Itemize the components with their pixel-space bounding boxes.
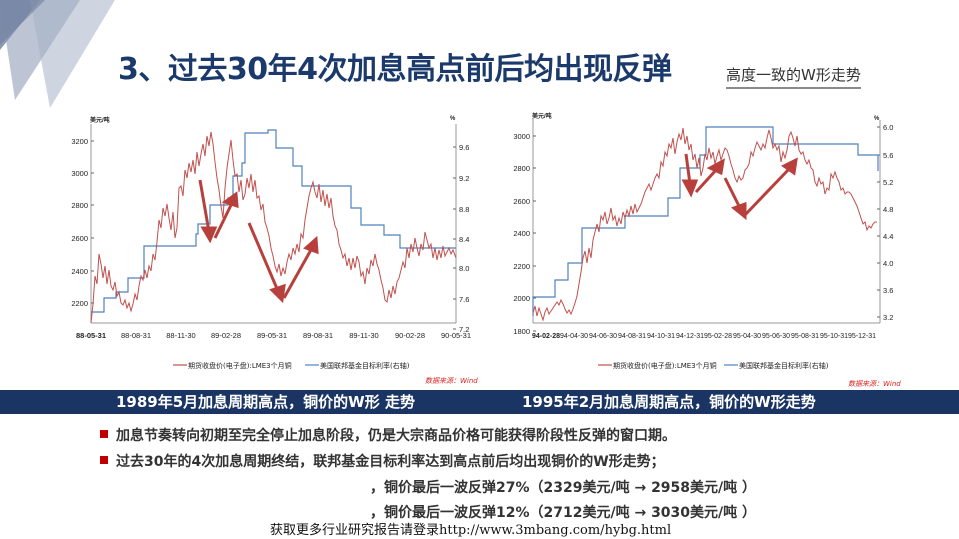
footer-link-text: 获取更多行业研究报告请登录http://www.3mbang.com/hybg.… bbox=[270, 523, 672, 538]
svg-text:95-08-31: 95-08-31 bbox=[791, 333, 819, 340]
svg-text:94-06-30: 94-06-30 bbox=[589, 333, 617, 340]
svg-text:94-10-31: 94-10-31 bbox=[647, 333, 675, 340]
right-axis-unit: % bbox=[450, 116, 456, 122]
svg-text:2600: 2600 bbox=[513, 197, 530, 206]
bullet-item: 过去30年的4次加息周期终结，联邦基金目标利率达到高点前后均出现铜价的W形走势； bbox=[100, 451, 665, 471]
svg-text:4.4: 4.4 bbox=[883, 232, 893, 241]
legend-copper: 期货收盘价(电子盘):LME3个月铜 bbox=[188, 361, 292, 370]
bullet-item: 加息节奏转向初期至完全停止加息阶段，仍是大宗商品价格可能获得阶段性反弹的窗口期。 bbox=[100, 425, 676, 445]
data-source: 数据来源：Wind bbox=[425, 377, 478, 385]
svg-text:95-12-31: 95-12-31 bbox=[848, 333, 876, 340]
svg-text:2200: 2200 bbox=[513, 262, 530, 271]
svg-text:94-12-31: 94-12-31 bbox=[676, 333, 704, 340]
svg-text:88-05-31: 88-05-31 bbox=[76, 331, 106, 340]
svg-text:88-08-31: 88-08-31 bbox=[121, 331, 151, 340]
bullet-text: 加息节奏转向初期至完全停止加息阶段，仍是大宗商品价格可能获得阶段性反弹的窗口期。 bbox=[116, 428, 676, 444]
page-subtitle: 高度一致的W形走势 bbox=[726, 64, 861, 89]
chart-1995: 美元/吨 % 3000 2800 2600 2400 2200 2000 180… bbox=[500, 108, 920, 388]
legend-rate: 美国联邦基金目标利率(右轴) bbox=[320, 361, 410, 370]
caption-1989: 1989年5月加息周期高点，铜价的W形 走势 bbox=[116, 393, 415, 411]
svg-text:2200: 2200 bbox=[71, 299, 88, 308]
svg-text:3000: 3000 bbox=[513, 132, 530, 141]
svg-text:89-02-28: 89-02-28 bbox=[211, 331, 241, 340]
svg-text:3.6: 3.6 bbox=[883, 286, 893, 295]
page-title: 3、过去30年4次加息高点前后均出现反弹 bbox=[118, 52, 672, 87]
svg-text:9.6: 9.6 bbox=[459, 143, 469, 152]
svg-text:2400: 2400 bbox=[71, 267, 88, 276]
rebound-line-2: ，铜价最后一波反弹12%（2712美元/吨 → 3030美元/吨 ） bbox=[370, 505, 757, 521]
svg-text:2600: 2600 bbox=[71, 234, 88, 243]
svg-text:89-08-31: 89-08-31 bbox=[303, 331, 333, 340]
svg-text:3200: 3200 bbox=[71, 137, 88, 146]
svg-text:7.6: 7.6 bbox=[459, 295, 469, 304]
bullet-square-icon bbox=[100, 456, 108, 464]
svg-text:95-06-30: 95-06-30 bbox=[762, 333, 790, 340]
caption-1995: 1995年2月加息周期高点，铜价的W形走势 bbox=[522, 393, 816, 411]
svg-text:7.2: 7.2 bbox=[459, 325, 469, 334]
svg-text:6.0: 6.0 bbox=[883, 123, 893, 132]
svg-text:3000: 3000 bbox=[71, 169, 88, 178]
svg-text:4.0: 4.0 bbox=[883, 259, 893, 268]
left-axis-unit: 美元/吨 bbox=[89, 116, 110, 124]
copper-line bbox=[532, 127, 877, 322]
svg-text:5.2: 5.2 bbox=[883, 178, 893, 187]
svg-text:8.4: 8.4 bbox=[459, 235, 469, 244]
left-axis-unit: 美元/吨 bbox=[531, 112, 552, 120]
caption-banner bbox=[0, 390, 959, 414]
data-source: 数据来源：Wind bbox=[848, 380, 901, 388]
svg-text:8.8: 8.8 bbox=[459, 205, 469, 214]
copper-line bbox=[90, 131, 457, 324]
chart-1989: 美元/吨 % 3200 3000 2800 2600 2400 2200 9.6… bbox=[60, 108, 480, 388]
legend-rate: 美国联邦基金目标利率(右轴) bbox=[739, 361, 829, 370]
svg-text:8.0: 8.0 bbox=[459, 264, 469, 273]
svg-text:2000: 2000 bbox=[513, 294, 530, 303]
corner-decoration bbox=[0, 0, 115, 108]
svg-text:89-05-31: 89-05-31 bbox=[257, 331, 287, 340]
svg-text:90-02-28: 90-02-28 bbox=[395, 331, 425, 340]
svg-text:9.2: 9.2 bbox=[459, 174, 469, 183]
svg-text:2400: 2400 bbox=[513, 229, 530, 238]
svg-text:3.2: 3.2 bbox=[883, 313, 893, 322]
svg-text:95-10-31: 95-10-31 bbox=[820, 333, 848, 340]
rebound-line-1: ，铜价最后一波反弹27%（2329美元/吨 → 2958美元/吨 ） bbox=[370, 480, 757, 496]
legend-copper: 期货收盘价(电子盘):LME3个月铜 bbox=[613, 361, 717, 370]
svg-text:89-11-30: 89-11-30 bbox=[349, 331, 378, 340]
svg-text:94-02-28: 94-02-28 bbox=[532, 333, 560, 340]
w-arrows bbox=[681, 153, 798, 221]
svg-text:88-11-30: 88-11-30 bbox=[166, 331, 195, 340]
svg-text:1800: 1800 bbox=[513, 327, 530, 336]
svg-text:95-04-30: 95-04-30 bbox=[733, 333, 761, 340]
svg-text:95-02-28: 95-02-28 bbox=[704, 333, 732, 340]
svg-text:94-08-31: 94-08-31 bbox=[618, 333, 646, 340]
rate-line bbox=[91, 129, 456, 313]
right-axis-unit: % bbox=[874, 116, 880, 122]
svg-text:90-05-31: 90-05-31 bbox=[441, 331, 471, 340]
svg-text:94-04-30: 94-04-30 bbox=[560, 333, 588, 340]
rate-line bbox=[532, 126, 879, 316]
bullet-square-icon bbox=[100, 430, 108, 438]
svg-text:4.8: 4.8 bbox=[883, 205, 893, 214]
w-arrows bbox=[198, 179, 319, 304]
bullet-text: 过去30年的4次加息周期终结，联邦基金目标利率达到高点前后均出现铜价的W形走势； bbox=[116, 454, 665, 470]
svg-text:5.6: 5.6 bbox=[883, 151, 893, 160]
svg-text:2800: 2800 bbox=[71, 201, 88, 210]
svg-text:2800: 2800 bbox=[513, 164, 530, 173]
